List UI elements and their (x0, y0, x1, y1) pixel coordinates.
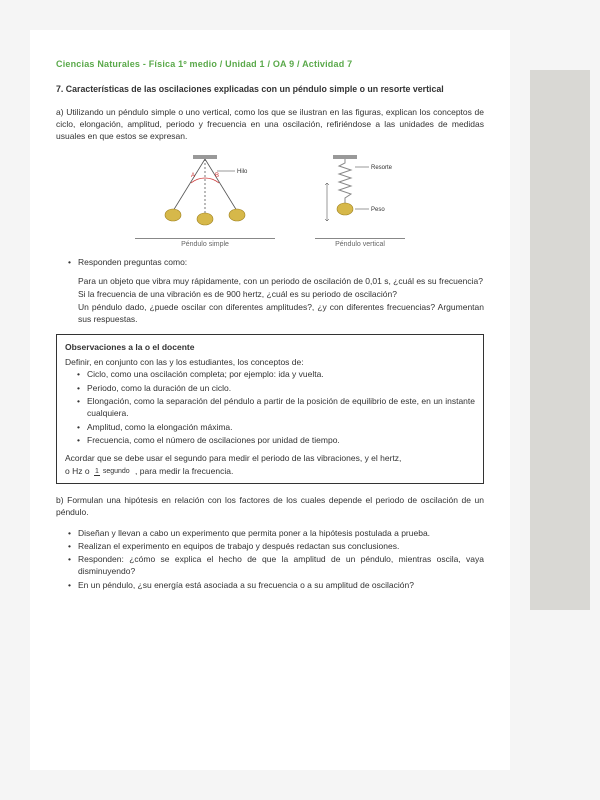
def-elongacion: Elongación, como la separación del péndu… (77, 395, 475, 420)
breadcrumb: Ciencias Naturales - Física 1º medio / U… (56, 58, 484, 71)
def-amplitud: Amplitud, como la elongación máxima. (77, 421, 475, 433)
teacher-observations-box: Observaciones a la o el docente Definir,… (56, 334, 484, 484)
questions-sub: Para un objeto que vibra muy rápidamente… (78, 275, 484, 326)
q1: Para un objeto que vibra muy rápidamente… (78, 275, 484, 287)
def-ciclo: Ciclo, como una oscilación completa; por… (77, 368, 475, 380)
part-b-label: b) (56, 495, 64, 505)
diagram-row: A B Hilo Péndulo simple (56, 153, 484, 250)
note-prefix: o Hz o (65, 466, 90, 476)
document-page: Ciencias Naturales - Física 1º medio / U… (30, 30, 510, 770)
hilo-label: Hilo (237, 169, 248, 175)
caption-simple: Péndulo simple (135, 238, 275, 250)
section-a-intro: a) Utilizando un péndulo simple o uno ve… (56, 106, 484, 143)
note-suffix: , para medir la frecuencia. (135, 466, 233, 476)
peso-label: Peso (371, 207, 385, 213)
b-step-4: En un péndulo, ¿su energía está asociada… (68, 579, 484, 591)
section-a: a) Utilizando un péndulo simple o uno ve… (56, 106, 484, 326)
pendulum-vertical-svg: Resorte Peso (315, 153, 405, 233)
fraction-icon: 1 segundo (94, 468, 131, 475)
right-sidebar-strip (530, 70, 590, 610)
questions-list: Responden preguntas como: (68, 256, 484, 268)
activity-title: 7. Características de las oscilaciones e… (56, 83, 484, 96)
b-step-1: Diseñan y llevan a cabo un experimento q… (68, 527, 484, 539)
q3: Un péndulo dado, ¿puede oscilar con dife… (78, 301, 484, 326)
teacher-note-line2: o Hz o 1 segundo , para medir la frecuen… (65, 465, 475, 477)
section-b-intro: b) Formulan una hipótesis en relación co… (56, 494, 484, 519)
part-a-label: a) (56, 107, 64, 117)
teacher-intro: Definir, en conjunto con las y los estud… (65, 356, 475, 368)
part-b-steps: Diseñan y llevan a cabo un experimento q… (68, 527, 484, 592)
def-frecuencia: Frecuencia, como el número de oscilacion… (77, 434, 475, 446)
teacher-box-title: Observaciones a la o el docente (65, 341, 475, 353)
diagram-simple-pendulum: A B Hilo Péndulo simple (135, 153, 275, 250)
section-b: b) Formulan una hipótesis en relación co… (56, 494, 484, 591)
frac-den: segundo (102, 468, 131, 475)
angle-a-label: A (191, 173, 195, 179)
b-step-3: Responden: ¿cómo se explica el hecho de … (68, 553, 484, 578)
resorte-label: Resorte (371, 165, 393, 171)
teacher-definitions: Ciclo, como una oscilación completa; por… (77, 368, 475, 446)
part-a-text: Utilizando un péndulo simple o uno verti… (56, 107, 484, 142)
diagram-vertical-pendulum: Resorte Peso Péndulo vertical (315, 153, 405, 250)
questions-lead: Responden preguntas como: (68, 256, 484, 268)
b-step-2: Realizan el experimento en equipos de tr… (68, 540, 484, 552)
caption-vertical: Péndulo vertical (315, 238, 405, 250)
frac-num: 1 (94, 468, 100, 476)
angle-b-label: B (215, 173, 219, 179)
pendulum-simple-svg: A B Hilo (135, 153, 275, 233)
def-periodo: Periodo, como la duración de un ciclo. (77, 382, 475, 394)
q2: Si la frecuencia de una vibración es de … (78, 288, 484, 300)
teacher-note-line1: Acordar que se debe usar el segundo para… (65, 452, 475, 464)
part-b-text: Formulan una hipótesis en relación con l… (56, 495, 484, 517)
